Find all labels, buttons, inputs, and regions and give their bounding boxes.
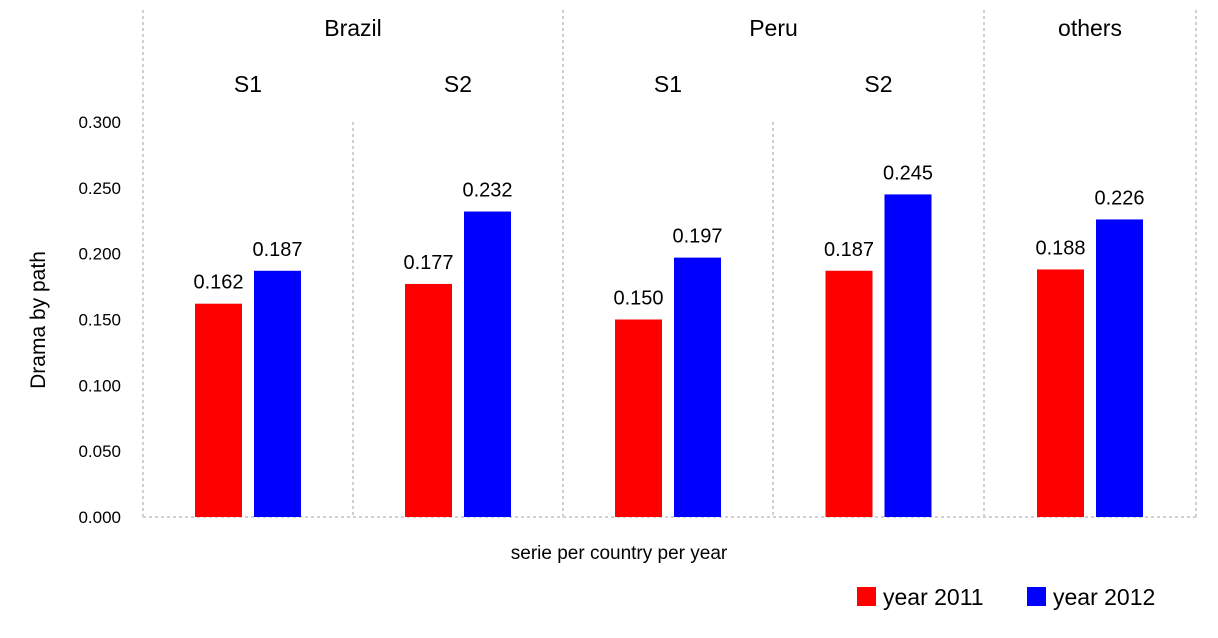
y-axis-title: Drama by path bbox=[27, 251, 50, 389]
data-label: 0.187 bbox=[252, 239, 302, 261]
data-label: 0.197 bbox=[672, 226, 722, 248]
bar bbox=[615, 319, 662, 517]
x-axis-title: serie per country per year bbox=[511, 543, 728, 564]
subgroup-label: S2 bbox=[864, 71, 892, 97]
legend: year 2011 year 2012 bbox=[857, 584, 1155, 610]
y-tick-label: 0.300 bbox=[78, 113, 121, 132]
data-label: 0.226 bbox=[1094, 187, 1144, 209]
bar bbox=[464, 211, 511, 518]
bar bbox=[1037, 269, 1084, 517]
y-axis: 0.000 0.050 0.100 0.150 0.200 0.250 0.300 bbox=[78, 113, 121, 527]
legend-swatch bbox=[857, 587, 876, 606]
legend-label: year 2011 bbox=[883, 584, 984, 610]
legend-swatch bbox=[1027, 587, 1046, 606]
group-label: Peru bbox=[749, 15, 798, 41]
data-label: 0.245 bbox=[883, 162, 933, 184]
group-labels: Brazil Peru others bbox=[324, 15, 1122, 41]
bar bbox=[884, 194, 932, 517]
bar bbox=[1096, 219, 1143, 517]
subgroup-labels: S1 S2 S1 S2 bbox=[234, 71, 893, 97]
bars bbox=[195, 194, 1143, 518]
bar bbox=[405, 283, 452, 517]
bar bbox=[674, 257, 721, 517]
bar bbox=[195, 303, 242, 517]
data-label: 0.188 bbox=[1035, 237, 1085, 259]
bar bbox=[825, 270, 873, 517]
data-label: 0.150 bbox=[613, 288, 663, 310]
category-separators bbox=[142, 10, 1197, 518]
y-tick-label: 0.250 bbox=[78, 179, 121, 198]
data-label: 0.232 bbox=[462, 180, 512, 202]
y-tick-label: 0.200 bbox=[78, 245, 121, 264]
subgroup-label: S1 bbox=[234, 71, 262, 97]
subgroup-label: S1 bbox=[654, 71, 682, 97]
y-tick-label: 0.100 bbox=[78, 376, 121, 395]
data-label: 0.162 bbox=[193, 272, 243, 294]
data-label: 0.177 bbox=[403, 252, 453, 274]
group-label: others bbox=[1058, 15, 1122, 41]
y-tick-label: 0.050 bbox=[78, 442, 121, 461]
subgroup-label: S2 bbox=[444, 71, 472, 97]
legend-label: year 2012 bbox=[1053, 584, 1155, 610]
y-tick-label: 0.000 bbox=[78, 508, 121, 527]
y-tick-label: 0.150 bbox=[78, 311, 121, 330]
data-label: 0.187 bbox=[824, 239, 874, 261]
group-label: Brazil bbox=[324, 15, 382, 41]
bar bbox=[254, 270, 301, 517]
data-labels: 0.162 0.187 0.177 0.232 0.150 0.197 0.187 0.245… bbox=[193, 162, 1144, 309]
